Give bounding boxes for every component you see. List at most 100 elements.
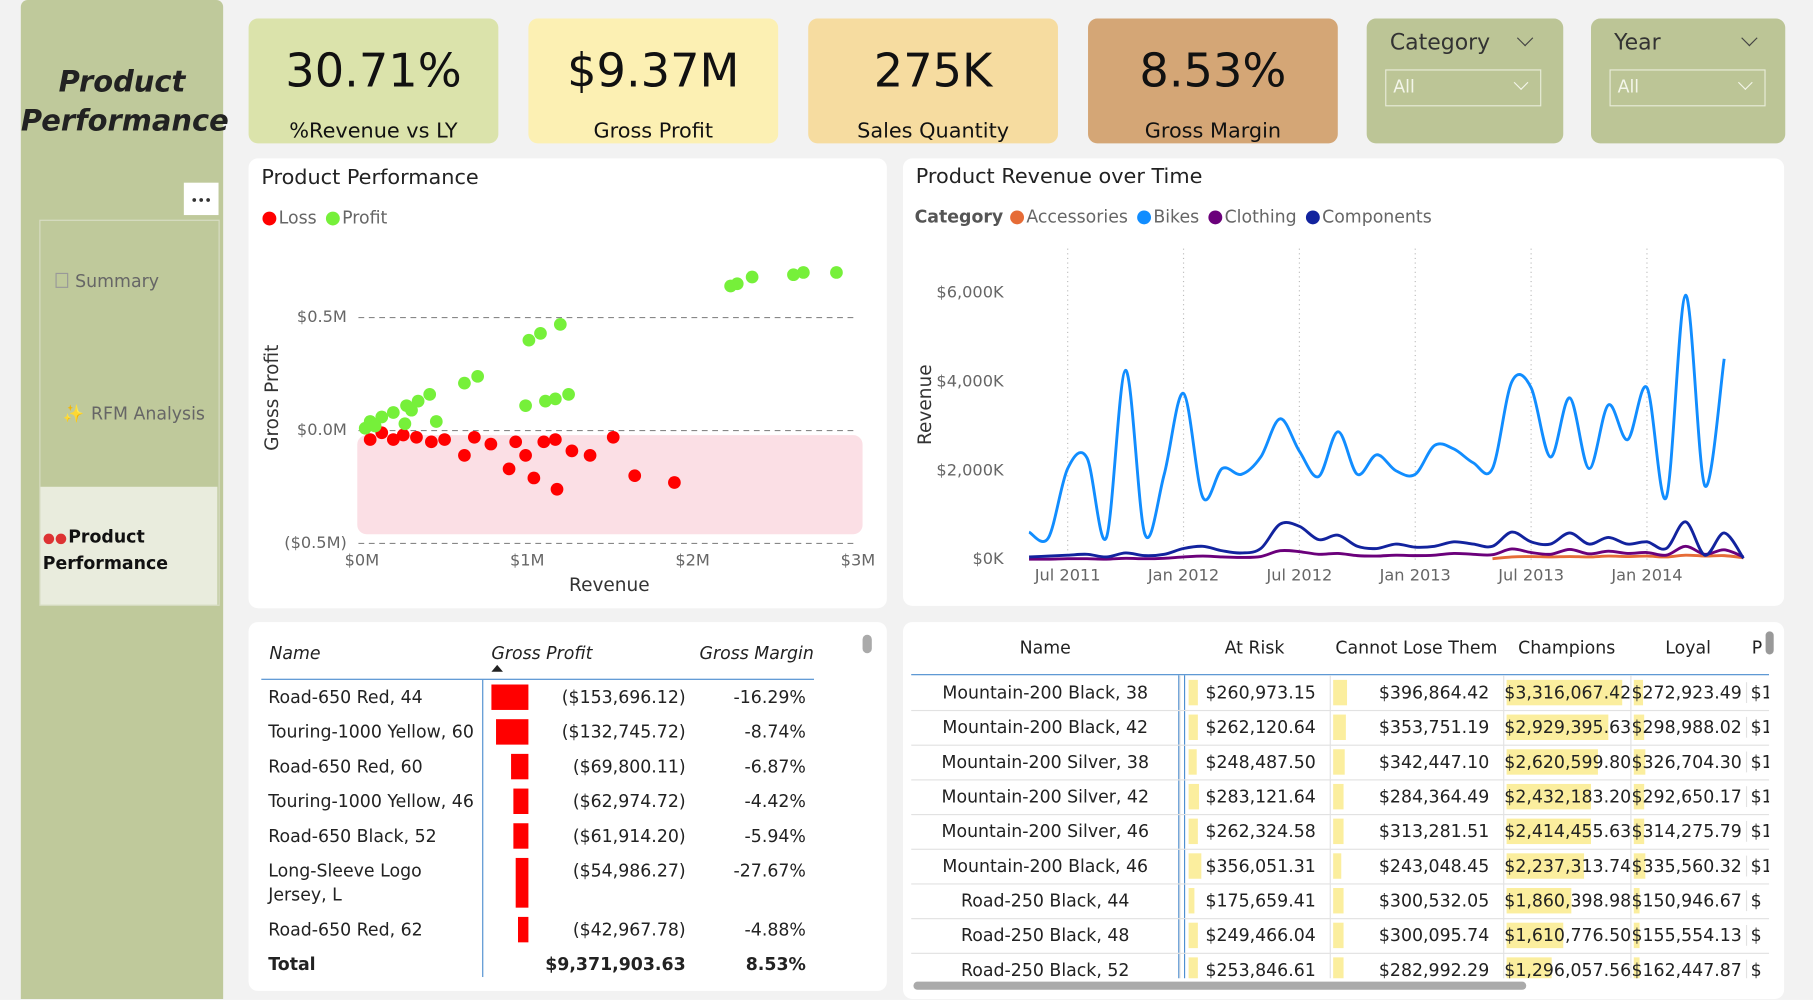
more-icon bbox=[192, 198, 210, 202]
value-cell: $356,051.31 bbox=[1179, 848, 1329, 884]
data-bar bbox=[513, 788, 529, 814]
line-card bbox=[903, 158, 1785, 606]
nav-item[interactable]: Summary bbox=[55, 271, 159, 291]
cell-text: $1,860,398.98 bbox=[1504, 890, 1632, 912]
data-bar bbox=[1188, 853, 1202, 879]
value-cell: $298,988.02 bbox=[1630, 709, 1746, 745]
sort-arrow bbox=[491, 664, 503, 672]
data-bar bbox=[1188, 818, 1198, 845]
table-row: Road-250 Black, 44 $175,659.41 $300,532.05… bbox=[911, 883, 1770, 920]
clipped-cell: $ bbox=[1745, 959, 1769, 979]
dropdown[interactable]: All bbox=[1385, 69, 1542, 107]
cell-text: $253,846.61 bbox=[1205, 959, 1316, 979]
slicer[interactable]: Category All bbox=[1366, 18, 1564, 144]
cell-text: $175,659.41 bbox=[1205, 890, 1316, 912]
kpi-label: Gross Profit bbox=[593, 119, 714, 144]
table-row: Road-650 Black, 52 ($61,914.20) -5.94% bbox=[261, 819, 814, 854]
cell-text: $298,988.02 bbox=[1631, 716, 1742, 738]
column-rule bbox=[1178, 675, 1180, 979]
data-bar bbox=[1633, 714, 1645, 740]
data-bar bbox=[1633, 922, 1640, 949]
clipped-cell: $1 bbox=[1745, 786, 1769, 808]
value-cell: $335,560.32 bbox=[1630, 848, 1746, 884]
data-bar bbox=[1188, 957, 1198, 979]
cell-text: $314,275.79 bbox=[1631, 820, 1742, 842]
data-bar bbox=[511, 753, 529, 780]
data-bar bbox=[1506, 749, 1598, 775]
value-cell: $314,275.79 bbox=[1630, 814, 1746, 849]
kpi-card: 8.53% Gross Margin bbox=[1088, 18, 1338, 144]
data-bar bbox=[1333, 679, 1347, 706]
value-cell: $313,281.51 bbox=[1329, 814, 1503, 849]
nav-label: Product Performance bbox=[42, 526, 168, 574]
table-row: Mountain-200 Silver, 38 $248,487.50 $342,4… bbox=[911, 744, 1770, 781]
value-cell: $248,487.50 bbox=[1179, 744, 1329, 780]
cell-text: $396,864.42 bbox=[1378, 682, 1490, 703]
more-button[interactable] bbox=[183, 182, 219, 216]
cell-text: ($62,974.72) bbox=[572, 790, 686, 812]
cell-text: ($61,914.20) bbox=[572, 825, 686, 847]
nav-item[interactable]: ✨ RFM Analysis bbox=[62, 403, 205, 425]
margin-cell: -4.42% bbox=[744, 790, 806, 812]
data-bar bbox=[515, 857, 529, 908]
value-cell: $2,620,599.80 bbox=[1503, 744, 1632, 780]
column-rule bbox=[1184, 675, 1186, 979]
table-row: Road-250 Black, 48 $249,466.04 $300,095.74… bbox=[911, 918, 1770, 954]
table-row: Long-Sleeve Logo Jersey, L ($54,986.27) -2… bbox=[261, 853, 814, 912]
chevron bbox=[1516, 29, 1534, 47]
data-bar bbox=[1506, 957, 1552, 979]
value-cell: $282,992.29 bbox=[1329, 952, 1503, 979]
data-bar bbox=[1188, 922, 1198, 949]
cell-text: ($153,696.12) bbox=[561, 686, 686, 708]
data-bar bbox=[1333, 957, 1344, 979]
nav-active-bg bbox=[40, 486, 218, 605]
table-row: Mountain-200 Black, 42 $262,120.64 $353,75… bbox=[911, 709, 1770, 746]
cell-text: ($42,967.78) bbox=[572, 919, 686, 941]
data-bar bbox=[1506, 679, 1623, 706]
column-header: Cannot Lose Them bbox=[1335, 637, 1498, 658]
cell-text: $2,237,313.74 bbox=[1504, 855, 1632, 877]
cell-text: $2,620,599.80 bbox=[1504, 751, 1632, 773]
value-cell: $260,973.15 bbox=[1179, 675, 1329, 710]
scrollbar[interactable] bbox=[913, 981, 1527, 990]
name-cell: Road-650 Black, 52 bbox=[268, 824, 437, 846]
value-cell: $150,946.67 bbox=[1630, 883, 1746, 919]
data-bar bbox=[1333, 853, 1342, 879]
cell-text: $356,051.31 bbox=[1205, 855, 1316, 877]
kpi-label: %Revenue vs LY bbox=[289, 119, 458, 144]
nav-item[interactable]: ●●Product Performance bbox=[42, 526, 168, 574]
scrollbar[interactable] bbox=[862, 634, 872, 654]
data-bar bbox=[1506, 853, 1585, 879]
data-bar bbox=[1633, 888, 1640, 914]
kpi-value: 275K bbox=[873, 45, 993, 99]
data-bar bbox=[1333, 714, 1346, 740]
cell-text: $2,414,455.63 bbox=[1504, 820, 1632, 842]
value-cell: $155,554.13 bbox=[1630, 918, 1746, 953]
data-bar bbox=[496, 719, 529, 745]
table-row: Mountain-200 Silver, 42 $283,121.64 $284,3… bbox=[911, 779, 1770, 816]
value-cell: $2,929,395.63 bbox=[1503, 709, 1631, 745]
column-header: Name bbox=[269, 642, 321, 664]
data-bar bbox=[1506, 818, 1591, 845]
cell-text: $162,447.87 bbox=[1631, 959, 1742, 979]
cell-text: $2,432,183.20 bbox=[1504, 786, 1632, 808]
clipped-cell: $ bbox=[1745, 890, 1769, 912]
clipped-cell: $1 bbox=[1745, 820, 1769, 842]
slicer[interactable]: Year All bbox=[1591, 18, 1786, 144]
scrollbar[interactable] bbox=[1765, 631, 1774, 655]
table-row: Road-650 Red, 62 ($42,967.78) -4.88% bbox=[261, 912, 814, 947]
clipped-cell: $1 bbox=[1745, 682, 1769, 703]
clipped-cell: $1 bbox=[1745, 716, 1769, 738]
cell-text: $262,120.64 bbox=[1205, 716, 1316, 738]
cell-text: $1,296,057.56 bbox=[1504, 959, 1632, 979]
kpi-value: 30.71% bbox=[285, 45, 462, 99]
table-row: Mountain-200 Black, 38 $260,973.15 $396,86… bbox=[911, 675, 1770, 712]
profit-cell: ($54,986.27) bbox=[483, 853, 691, 912]
dropdown[interactable]: All bbox=[1609, 69, 1766, 107]
name-cell: Mountain-200 Black, 46 bbox=[942, 855, 1149, 877]
cell-text: $300,532.05 bbox=[1378, 890, 1490, 912]
value-cell: $272,923.49 bbox=[1630, 675, 1746, 710]
table-row: Road-250 Black, 52 $253,846.61 $282,992.29… bbox=[911, 952, 1769, 979]
table-row: Road-650 Red, 60 ($69,800.11) -6.87% bbox=[261, 749, 814, 784]
profit-cell: ($69,800.11) bbox=[483, 749, 691, 784]
